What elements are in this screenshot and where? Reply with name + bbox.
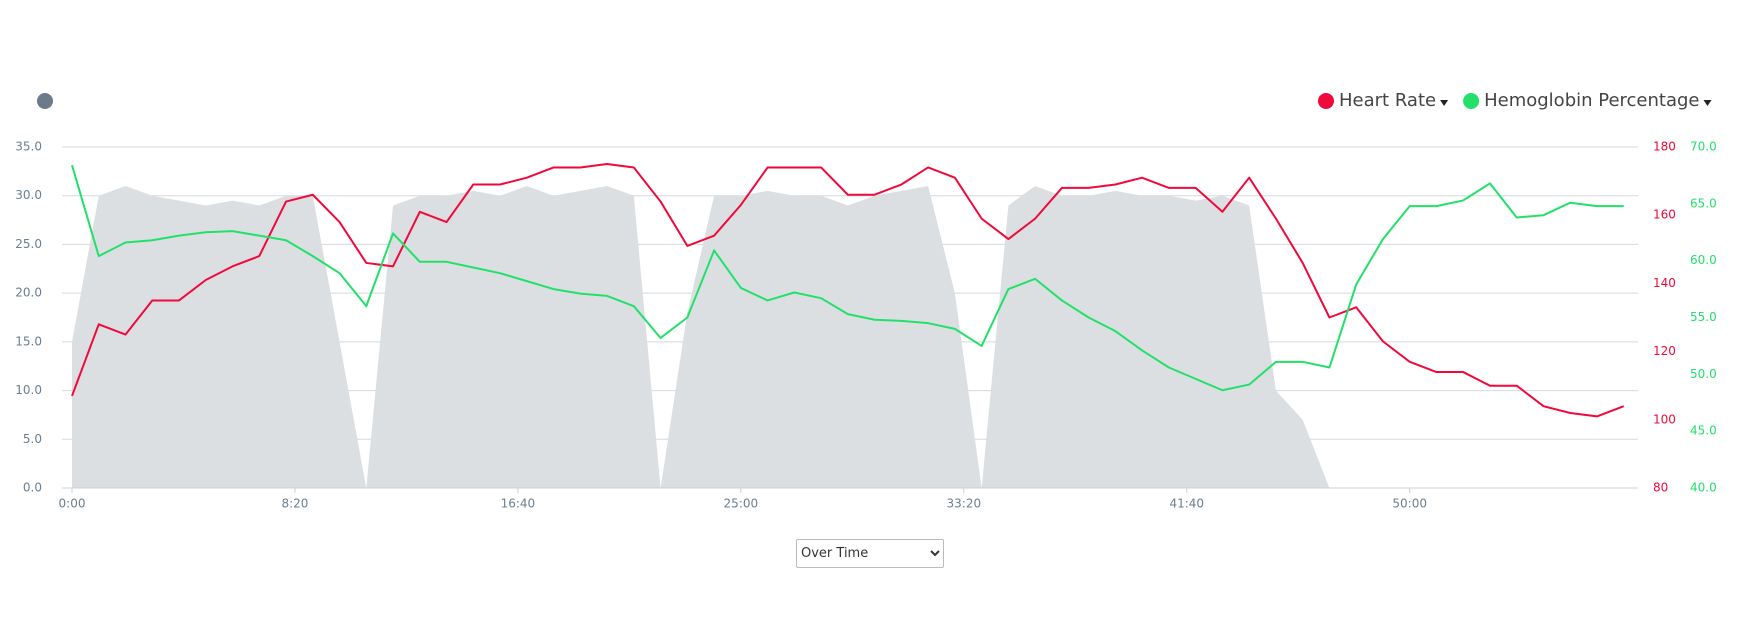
legend-label[interactable]: Heart Rate: [1339, 90, 1436, 111]
x-tick-label: 25:00: [724, 497, 759, 511]
y-tick-label-right: 55.0: [1690, 310, 1717, 324]
y-tick-label: 0.0: [23, 481, 42, 495]
y-tick-label: 10.0: [15, 383, 42, 397]
x-tick-label: 16:40: [501, 497, 536, 511]
series-line: [71, 164, 1624, 392]
y-tick-label: 5.0: [23, 432, 42, 446]
y-tick-label-right: 65.0: [1690, 196, 1717, 210]
y-tick-label-right: 140: [1653, 276, 1676, 290]
x-tick-label: 50:00: [1392, 497, 1427, 511]
x-tick-label: 41:40: [1169, 497, 1204, 511]
y-tick-label-right: 50.0: [1690, 367, 1717, 381]
area: [72, 185, 1624, 488]
y-tick-label-right: 80: [1653, 481, 1668, 495]
series-line: [71, 163, 1625, 418]
y-tick-label-right: 45.0: [1690, 424, 1717, 438]
y-tick-label: 25.0: [15, 237, 42, 251]
y-tick-label: 20.0: [15, 286, 42, 300]
y-tick-label-right: 120: [1653, 344, 1676, 358]
y-tick-label: 35.0: [15, 140, 42, 154]
legend-marker: [1463, 93, 1480, 109]
y-tick-label: 15.0: [15, 334, 42, 348]
x-tick-label: 0:00: [59, 497, 86, 511]
y-tick-label: 30.0: [15, 188, 42, 202]
y-tick-label-right: 160: [1653, 208, 1676, 222]
y-tick-label-right: 100: [1653, 412, 1676, 426]
x-tick-label: 33:20: [947, 497, 982, 511]
y-tick-label-right: 180: [1653, 140, 1676, 154]
y-tick-label-right: 70.0: [1690, 140, 1717, 154]
legend-caret: [1703, 100, 1712, 106]
y-tick-label-right: 60.0: [1690, 253, 1717, 267]
y-tick-label-right: 40.0: [1690, 481, 1717, 495]
x-tick-label: 8:20: [281, 497, 308, 511]
legend-caret: [1440, 100, 1449, 106]
legend-marker: [1318, 93, 1334, 109]
status-dot: [37, 93, 53, 109]
view-select[interactable]: Over Time: [796, 539, 944, 568]
legend-label[interactable]: Hemoglobin Percentage: [1484, 90, 1699, 111]
